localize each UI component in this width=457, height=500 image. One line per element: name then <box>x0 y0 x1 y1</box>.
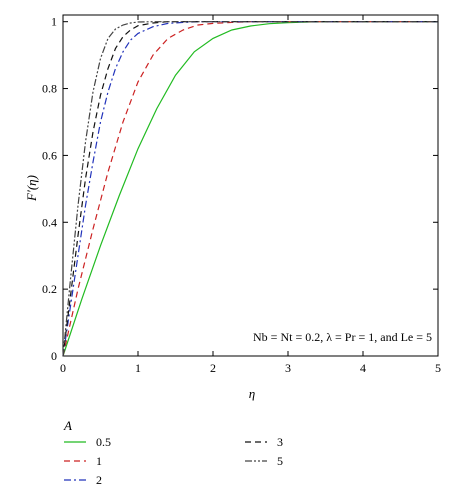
legend-label-2: 2 <box>96 473 102 487</box>
x-tick-label: 0 <box>60 361 66 375</box>
legend: A 0.5 1 2 3 5 <box>63 418 283 487</box>
series-line-3 <box>62 21 438 357</box>
y-tick-label: 0.2 <box>42 282 57 296</box>
chart-annotation: Nb = Nt = 0.2, λ = Pr = 1, and Le = 5 <box>253 330 432 344</box>
series-line-2 <box>62 21 438 357</box>
series-line-1 <box>62 21 438 357</box>
legend-label-0-5: 0.5 <box>96 435 111 449</box>
series-line-5 <box>62 21 438 357</box>
plot-frame <box>62 14 439 357</box>
x-tick-label: 2 <box>210 361 216 375</box>
y-axis-label: F′(η) <box>24 175 39 202</box>
legend-label-5: 5 <box>277 454 283 468</box>
plot-area: 0 1 2 3 4 5 0 0.2 0.4 0.6 0.8 1 <box>42 14 441 375</box>
y-tick-label: 0.6 <box>42 148 57 162</box>
legend-label-1: 1 <box>96 454 102 468</box>
x-tick-label: 1 <box>135 361 141 375</box>
legend-title: A <box>63 418 72 433</box>
y-tick-label: 0.4 <box>42 215 57 229</box>
y-tick-label: 0 <box>51 349 57 363</box>
x-axis-label: η <box>249 386 255 401</box>
x-tick-label: 4 <box>360 361 366 375</box>
y-tick-label: 0.8 <box>42 82 57 96</box>
legend-label-3: 3 <box>277 435 283 449</box>
y-tick-label: 1 <box>51 15 57 29</box>
x-tick-label: 3 <box>285 361 291 375</box>
x-tick-label: 5 <box>435 361 441 375</box>
series-line-0-5 <box>62 21 438 357</box>
